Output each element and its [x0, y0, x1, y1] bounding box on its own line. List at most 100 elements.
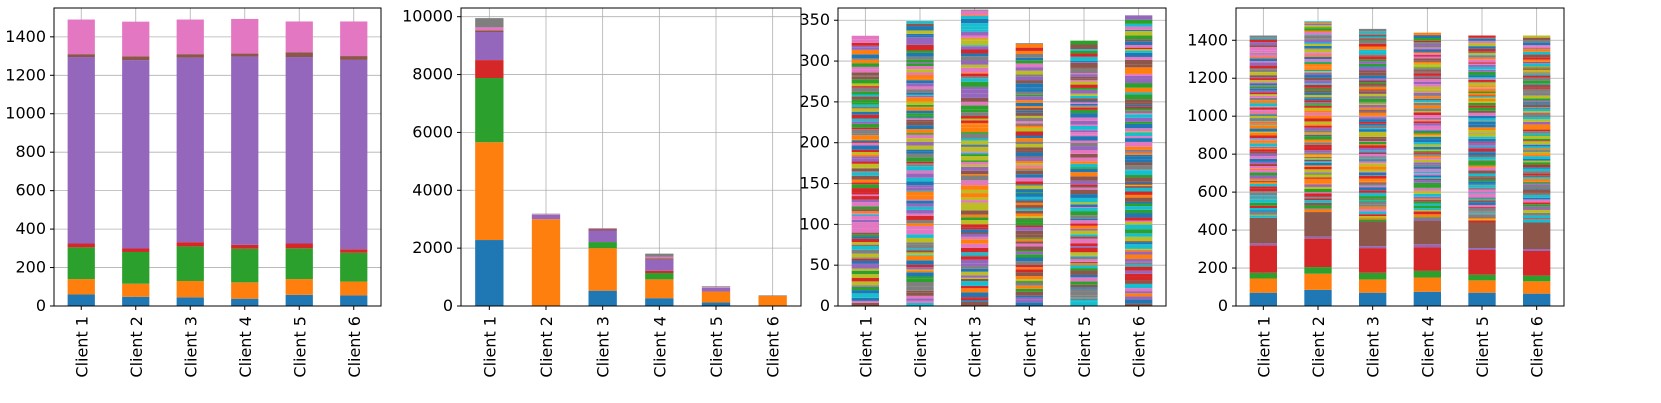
bar-segment: [906, 195, 934, 200]
bar-segment: [1359, 101, 1387, 103]
bar-segment: [961, 217, 989, 221]
bar-segment: [961, 67, 989, 73]
bar-segment: [851, 149, 879, 153]
bar-segment: [851, 236, 879, 239]
bar-segment: [1468, 187, 1496, 190]
bar-segment: [67, 279, 95, 295]
bar-segment: [758, 295, 787, 296]
bar-segment: [1125, 56, 1153, 60]
bar-segment: [1015, 169, 1043, 171]
bar-segment: [1070, 95, 1098, 99]
bar-segment: [1070, 103, 1098, 106]
bar-segment: [1249, 87, 1277, 89]
bar-segment: [1125, 273, 1153, 277]
bar-segment: [176, 297, 204, 306]
bar-segment: [176, 242, 204, 247]
bar-segment: [1413, 210, 1441, 212]
bar-segment: [906, 229, 934, 235]
bar-segment: [1249, 153, 1277, 157]
bar-segment: [176, 54, 204, 58]
bar-segment: [1125, 224, 1153, 230]
bar-segment: [851, 188, 879, 193]
bar-segment: [851, 121, 879, 124]
bar-segment: [1070, 284, 1098, 288]
bar-segment: [1125, 261, 1153, 263]
bar-segment: [961, 120, 989, 123]
bar-segment: [1304, 61, 1332, 63]
bar-segment: [1468, 121, 1496, 125]
bar-segment: [1304, 25, 1332, 28]
bar-segment: [1125, 299, 1153, 304]
bar-segment: [1359, 125, 1387, 129]
bar-segment: [961, 56, 989, 61]
bar-segment: [961, 160, 989, 162]
bar-segment: [961, 109, 989, 113]
bar-segment: [961, 122, 989, 125]
bar-segment: [1125, 102, 1153, 105]
bar-segment: [1304, 100, 1332, 103]
bar-segment: [1015, 217, 1043, 219]
bar-segment: [1125, 236, 1153, 242]
bar-segment: [1359, 175, 1387, 179]
bar-segment: [961, 224, 989, 228]
bar-segment: [1413, 79, 1441, 82]
bar-segment: [1359, 292, 1387, 306]
bar-segment: [1249, 142, 1277, 144]
bar-segment: [1249, 139, 1277, 141]
bar-segment: [1249, 50, 1277, 53]
bar-segment: [961, 14, 989, 16]
bar-segment: [1468, 202, 1496, 205]
bar-segment: [1070, 136, 1098, 141]
bar-segment: [1304, 130, 1332, 133]
y-tick-label: 200: [799, 133, 830, 152]
bar-segment: [1249, 125, 1277, 129]
bar-segment: [1523, 212, 1551, 216]
bar-segment: [1125, 26, 1153, 30]
bar-segment: [1015, 123, 1043, 125]
bar-segment: [1413, 180, 1441, 183]
bar-segment: [1015, 254, 1043, 258]
bar-segment: [1413, 198, 1441, 200]
bar-segment: [1304, 43, 1332, 46]
bar-segment: [1468, 141, 1496, 143]
bar-segment: [1304, 196, 1332, 198]
bar-segment: [961, 15, 989, 19]
bar-segment: [1304, 63, 1332, 67]
bar-segment: [1249, 179, 1277, 181]
bar-segment: [1523, 124, 1551, 127]
bar-segment: [906, 200, 934, 204]
bar-segment: [1070, 149, 1098, 154]
bar-segment: [961, 174, 989, 176]
bar-segment: [906, 33, 934, 36]
bar-segment: [1015, 207, 1043, 209]
bar-segment: [1523, 164, 1551, 168]
bar-segment: [1125, 264, 1153, 267]
bar-segment: [961, 202, 989, 206]
bar-segment: [1304, 72, 1332, 76]
bar-segment: [1015, 281, 1043, 283]
bar-segment: [1304, 38, 1332, 40]
bar-segment: [1523, 206, 1551, 210]
bar-segment: [1523, 209, 1551, 213]
bar-segment: [851, 158, 879, 162]
bar-segment: [1523, 171, 1551, 174]
bar-segment: [1523, 293, 1551, 306]
bar-segment: [906, 86, 934, 90]
bar-segment: [961, 275, 989, 278]
bar-segment: [906, 106, 934, 108]
bar-segment: [1413, 76, 1441, 78]
bar-segment: [1523, 95, 1551, 96]
bar-segment: [1304, 142, 1332, 145]
bar-segment: [1359, 123, 1387, 126]
bar-segment: [906, 52, 934, 57]
bar-segment: [1125, 241, 1153, 243]
bar-segment: [1523, 84, 1551, 88]
bar-segment: [1070, 49, 1098, 51]
bar-segment: [851, 238, 879, 243]
bar-segment: [851, 145, 879, 150]
bar-segment: [1304, 27, 1332, 29]
y-tick-label: 6000: [412, 122, 453, 141]
bar-segment: [1523, 144, 1551, 147]
bar-segment: [1070, 62, 1098, 68]
x-tick-label: Client 6: [1528, 316, 1547, 378]
